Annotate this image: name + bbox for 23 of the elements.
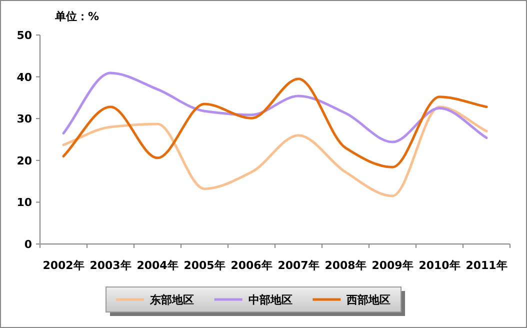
line-series (62, 72, 488, 144)
y-tick-label: 0 (24, 238, 32, 251)
x-tick-label: 2007年 (278, 259, 320, 272)
legend-label: 中部地区 (248, 294, 292, 306)
legend-label: 西部地区 (346, 294, 391, 306)
legend-label: 东部地区 (149, 294, 194, 306)
x-tick-label: 2006年 (230, 259, 272, 272)
y-tick-label: 30 (16, 112, 32, 126)
x-tick-label: 2005年 (184, 259, 226, 272)
x-tick-label: 2009年 (372, 259, 414, 272)
y-tick-label: 50 (16, 29, 32, 42)
y-tick-label: 10 (16, 196, 32, 210)
y-axis-title: 单位：% (54, 10, 100, 23)
x-tick-label: 2008年 (324, 259, 366, 272)
x-tick-label: 2011年 (466, 259, 508, 272)
line-series (62, 106, 488, 198)
x-tick-label: 2003年 (90, 259, 132, 272)
y-tick-label: 40 (16, 70, 32, 84)
line-series (62, 78, 488, 168)
x-tick-label: 2002年 (42, 259, 84, 272)
x-tick-label: 2010年 (418, 259, 460, 272)
y-tick-label: 20 (16, 154, 32, 168)
x-tick-label: 2004年 (136, 259, 178, 272)
